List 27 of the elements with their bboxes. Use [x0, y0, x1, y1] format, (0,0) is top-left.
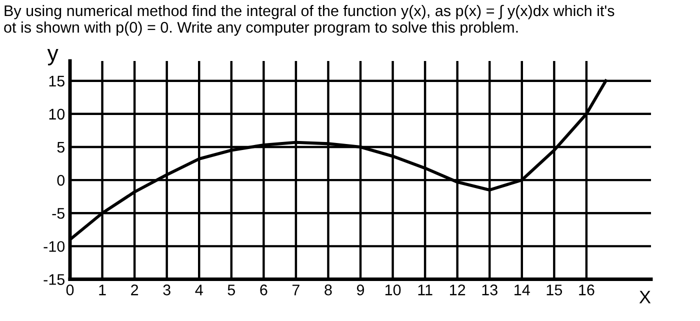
y-tick-label: 5 [57, 142, 64, 153]
chart-title: By using numerical method find the integral of the function y(x), as p(x) = ∫ y(x)dx which it's ot is shown with p(0) = 0. Write any computer program to solve this problem. [4, 4, 614, 36]
y-tick-label: 0 [57, 174, 65, 186]
y-tick-label: 10 [49, 108, 65, 120]
x-tick-label: 10 [385, 284, 401, 296]
x-tick-label: 6 [260, 284, 268, 296]
x-tick-label: 3 [163, 284, 170, 296]
x-tick-label: 2 [131, 284, 138, 296]
x-tick-label: 4 [195, 284, 203, 296]
x-tick-label: 7 [292, 284, 300, 296]
y-tick-label: -10 [44, 241, 65, 252]
y-tick-label: -5 [52, 208, 64, 219]
x-tick-label: 13 [482, 284, 498, 296]
x-tick-label: 9 [356, 284, 364, 296]
x-tick-label: 15 [546, 284, 562, 296]
x-tick-label: 1 [99, 284, 106, 296]
x-tick-label: 12 [450, 284, 466, 296]
x-tick-label: 16 [579, 284, 594, 296]
x-tick-label: 8 [324, 284, 332, 296]
x-tick-label: 5 [228, 284, 235, 296]
x-tick-label: 11 [418, 284, 432, 296]
y-tick-label: -15 [44, 274, 64, 285]
x-tick-label: 14 [514, 284, 530, 296]
y-axis-title: y [47, 49, 58, 66]
x-tick-label: 0 [66, 284, 74, 296]
x-axis-title: X [639, 290, 651, 304]
y-tick-label: 15 [49, 76, 64, 87]
